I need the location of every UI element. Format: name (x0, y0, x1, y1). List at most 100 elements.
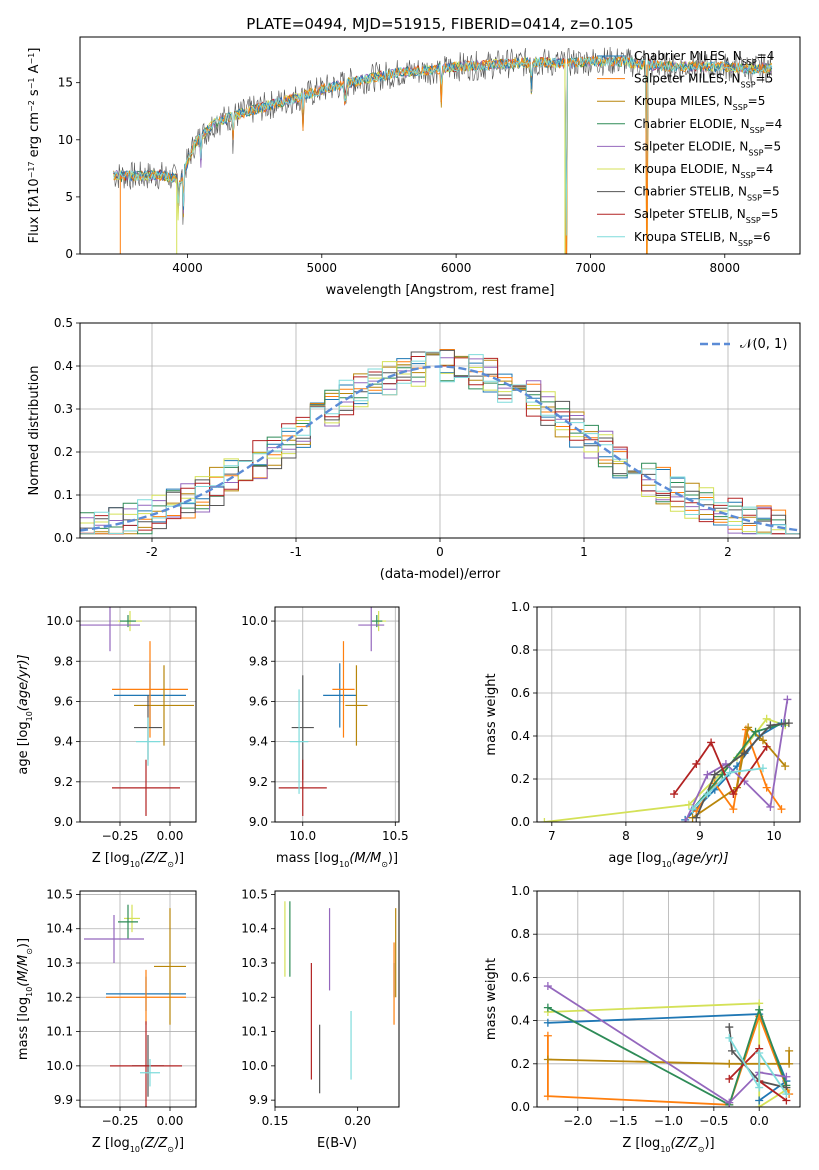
y-tick-label: 0.1 (54, 488, 73, 502)
figure-title: PLATE=0494, MJD=51915, FIBERID=0414, z=0… (246, 15, 633, 33)
x-tick-label: 10 (766, 829, 781, 843)
legend-label-kroupa_miles: Kroupa MILES, NSSP=5 (634, 94, 765, 112)
legend-label-chabrier_elodie: Chabrier ELODIE, NSSP=4 (634, 117, 782, 135)
x-tick-label: -2 (146, 545, 158, 559)
weight-marker-kroupa_miles (758, 736, 767, 745)
y-tick-label: 0.8 (511, 643, 530, 657)
weight-marker-kroupa_miles (785, 1046, 794, 1055)
errorbar-group (84, 904, 186, 1107)
weight-marker-chabrier_miles (543, 1018, 552, 1027)
x-tick-label: 0 (436, 545, 444, 559)
x-axis-label: mass [log10(M/M⊙)] (276, 851, 398, 869)
weight-marker-kroupa_stelib (755, 1083, 764, 1092)
y-tick-label: 10.0 (241, 1059, 268, 1073)
weight-marker-kroupa_stelib (725, 768, 734, 777)
axes-frame (79, 606, 197, 823)
weight-marker-salpeter_elodie (766, 802, 775, 811)
x-tick-label: 0.0 (750, 1114, 769, 1128)
x-tick-label: 0.00 (157, 1114, 184, 1128)
x-tick-label: 8 (622, 829, 630, 843)
weight-lines (543, 982, 794, 1107)
weight-marker-salpeter_miles (762, 783, 771, 792)
y-tick-label: 10.0 (241, 614, 268, 628)
legend-label-kroupa_elodie: Kroupa ELODIE, NSSP=4 (634, 162, 773, 180)
weight-marker-kroupa_stelib (758, 764, 767, 773)
weight-marker-chabrier_elodie (755, 1005, 764, 1014)
weight-marker-kroupa_miles (781, 762, 790, 771)
weight-marker-chabrier_stelib (740, 749, 749, 758)
y-tick-label: 10.5 (241, 887, 268, 901)
y-tick-label: 0.5 (54, 316, 73, 330)
legend-label-kroupa_stelib: Kroupa STELIB, NSSP=6 (634, 230, 771, 248)
x-tick-label: 4000 (172, 261, 203, 275)
x-tick-label: 0.00 (157, 829, 184, 843)
weight-line-kroupa_elodie (547, 1002, 787, 1107)
errorbar-group (284, 901, 397, 1094)
x-axis-label: E(B-V) (317, 1136, 357, 1151)
y-tick-label: 0.0 (54, 531, 73, 545)
weight-marker-salpeter_elodie (782, 1072, 791, 1081)
weight-marker-kroupa_stelib (782, 1090, 791, 1099)
mass-vs-metallicity-panel: −0.25 0.00 9.9 10.0 10.1 10.2 10.3 10.4 10.5 Z [l… (16, 887, 197, 1154)
weight-marker-chabrier_elodie (543, 1003, 552, 1012)
y-tick-label: 0 (65, 247, 73, 261)
weight-marker-salpeter_stelib (762, 742, 771, 751)
x-tick-label: −1.0 (654, 1114, 683, 1128)
y-tick-label: 0.3 (54, 402, 73, 416)
age-vs-mass-panel: 10.0 10.5 9.0 9.2 9.4 9.6 9.8 10.0 mass [log10(M… (241, 606, 409, 869)
mass-vs-ebv-panel: 0.15 0.20 9.9 10.0 10.1 10.2 10.3 10.4 10.5 E(B-V… (241, 887, 400, 1151)
weight-marker-salpeter_miles (543, 1092, 552, 1101)
y-tick-label: 0.2 (511, 772, 530, 786)
weight-marker-kroupa_elodie (762, 714, 771, 723)
weight-marker-chabrier_miles (755, 1096, 764, 1105)
y-tick-label: 1.0 (511, 600, 530, 614)
weight-line-kroupa_stelib (728, 1037, 788, 1095)
weight-marker-salpeter_elodie (725, 1098, 734, 1107)
y-tick-label: 0.6 (511, 686, 530, 700)
weight-marker-kroupa_stelib (703, 790, 712, 799)
weight-marker-kroupa_miles (744, 723, 753, 732)
x-tick-label: −0.25 (102, 1114, 139, 1128)
x-axis-label: Z [log10(Z/Z⊙)] (92, 1136, 184, 1154)
y-tick-label: 0.2 (54, 445, 73, 459)
weight-marker-salpeter_elodie (543, 982, 552, 991)
y-tick-label: 9.8 (54, 654, 73, 668)
y-tick-label: 9.2 (249, 775, 268, 789)
weight-marker-chabrier_elodie (751, 727, 760, 736)
y-tick-label: 0.6 (511, 970, 530, 984)
y-tick-label: 0.4 (511, 729, 530, 743)
y-tick-label: 9.4 (54, 735, 73, 749)
y-tick-label: 9.8 (249, 654, 268, 668)
axes-frame (536, 890, 801, 1108)
y-tick-label: 9.0 (249, 815, 268, 829)
y-tick-label: 10.3 (241, 956, 268, 970)
weight-marker-chabrier_stelib (710, 770, 719, 779)
legend-label-salpeter_miles: Salpeter MILES, NSSP=5 (634, 72, 773, 90)
x-tick-label: 7 (548, 829, 556, 843)
weight-line-chabrier_elodie (547, 1006, 788, 1107)
y-tick-label: 9.9 (249, 1093, 268, 1107)
errorbar-group (80, 607, 194, 816)
spectrum-lines (113, 46, 773, 254)
y-axis-label: age [log10(age/yr)] (16, 654, 34, 774)
y-tick-label: 9.0 (54, 815, 73, 829)
legend-label-salpeter_elodie: Salpeter ELODIE, NSSP=5 (634, 139, 781, 157)
legend-label-chabrier_miles: Chabrier MILES, NSSP=4 (634, 49, 774, 67)
weight-marker-salpeter_elodie (703, 770, 712, 779)
x-tick-label: 2 (724, 545, 732, 559)
errorbar-group (278, 607, 387, 816)
weight-marker-salpeter_elodie (783, 695, 792, 704)
x-tick-label: −1.5 (609, 1114, 638, 1128)
y-tick-label: 0.0 (511, 815, 530, 829)
weight-marker-salpeter_stelib (670, 790, 679, 799)
y-tick-label: 10.4 (46, 922, 73, 936)
weight-line-kroupa_stelib (691, 767, 764, 810)
y-tick-label: 10.2 (241, 990, 268, 1004)
y-tick-label: 10.0 (46, 614, 73, 628)
x-tick-label: 7000 (575, 261, 606, 275)
y-axis-label: Flux [fλ10−17 erg cm−2 s−1 A−1] (27, 48, 43, 244)
axes-frame (79, 36, 801, 255)
age-vs-metallicity-panel: −0.25 0.00 9.0 9.2 9.4 9.6 9.8 10.0 Z [log10(Z/Z… (16, 606, 197, 869)
x-axis-label: wavelength [Angstrom, rest frame] (326, 283, 555, 298)
